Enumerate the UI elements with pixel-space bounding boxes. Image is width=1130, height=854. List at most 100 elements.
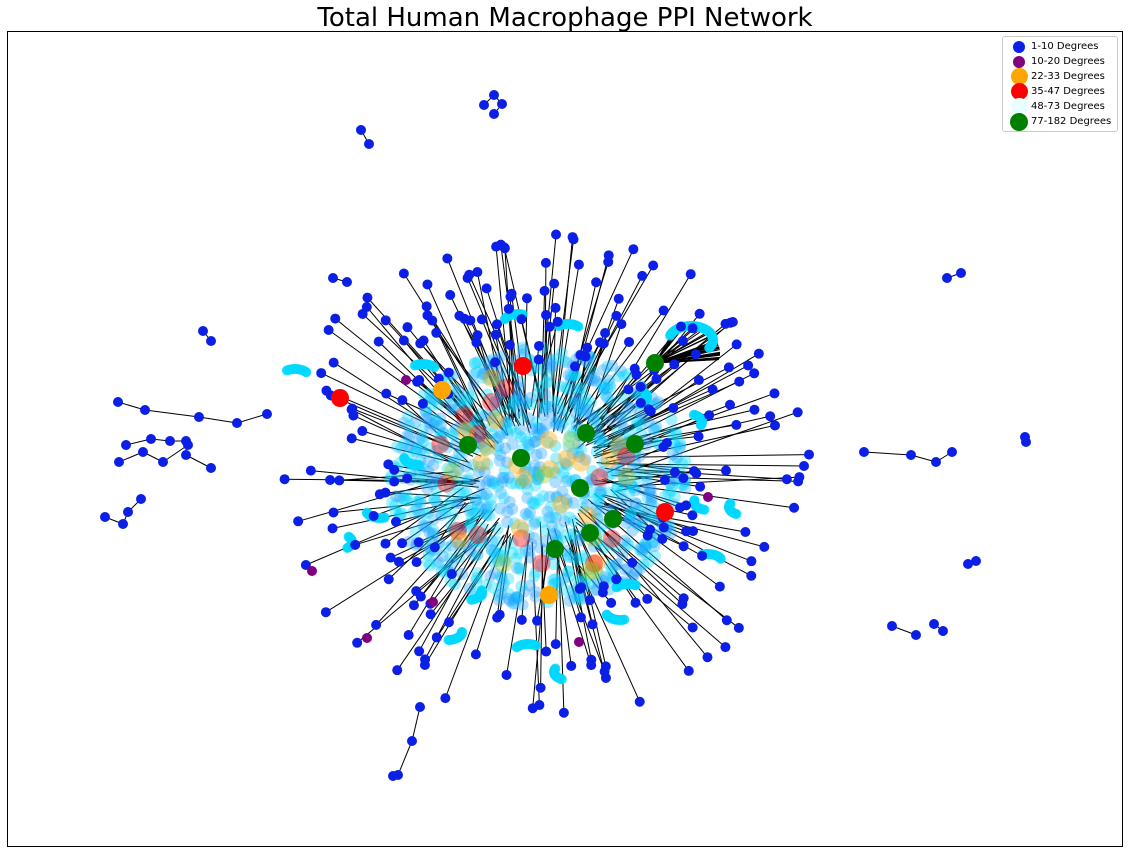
core-node [491,444,504,457]
core-node [650,397,663,410]
core-node [573,402,586,415]
spoke-edge [284,478,480,482]
core-node [510,591,523,604]
peripheral-node [431,632,442,643]
core-node [531,469,544,482]
core-node [502,572,515,585]
peripheral-node [316,368,327,379]
core-node [470,506,483,519]
arc-node [725,498,736,509]
core-node [498,492,511,505]
core-node [476,368,489,381]
peripheral-node [440,693,451,704]
peripheral-node [749,404,760,415]
core-node [450,438,463,451]
core-node [604,381,617,394]
core-node [650,420,663,433]
core-node [567,515,580,528]
core-node [515,580,528,593]
core-node [402,439,415,452]
core-node [614,410,627,423]
core-node [568,369,581,382]
island-node [114,457,124,467]
core-node [552,523,565,536]
core-node [639,537,652,550]
peripheral-node [539,285,550,296]
peripheral-node [389,476,400,487]
peripheral-node [381,388,392,399]
core-node [554,380,567,393]
core-node [427,459,440,472]
peripheral-node [704,410,715,421]
core-node [501,516,514,529]
spoke-edge [434,502,466,548]
core-node [591,566,604,579]
core-node [399,493,412,506]
spoke-edge [508,344,511,421]
core-node [483,364,496,377]
core-node [611,558,624,571]
mid-degree-node [557,449,576,468]
core-node [484,570,497,583]
spoke-edge [320,372,464,442]
arc-node [715,553,726,564]
mid-degree-node [431,435,450,454]
core-node [591,507,604,520]
peripheral-node [630,597,641,608]
core-node [516,474,529,487]
spoke-edge [416,515,475,563]
peripheral-node [683,665,694,676]
core-node [575,443,588,456]
core-node [587,540,600,553]
core-node [545,361,558,374]
core-node [532,380,545,393]
spoke-edge [601,463,805,467]
core-node [475,488,488,501]
hub-node [581,524,599,542]
core-node [454,395,467,408]
peripheral-node [594,337,605,348]
peripheral-node [429,542,440,553]
peripheral-node [688,526,699,537]
core-node [572,534,585,547]
peripheral-node [481,283,492,294]
core-node [560,356,573,369]
spoke-edge [594,479,795,509]
core-node [551,416,564,429]
core-node [432,398,445,411]
core-node [627,568,640,581]
core-node [424,442,437,455]
core-node [630,564,643,577]
peripheral-node [408,600,419,611]
core-node [464,502,477,515]
spoke-edge [553,237,574,432]
peripheral-node [464,269,475,280]
peripheral-node [600,327,611,338]
core-node [428,493,441,506]
hub-edge [654,331,708,364]
core-node [437,427,450,440]
core-node [443,482,456,495]
island-node [364,139,374,149]
spoke-edge [615,479,665,493]
legend-label: 35-47 Degrees [1031,86,1105,97]
core-node [567,425,580,438]
mid-degree-node [510,519,529,538]
core-node [453,539,466,552]
core-node [644,483,657,496]
peripheral-node [569,361,580,372]
peripheral-node [616,319,627,330]
core-node [467,528,480,541]
peripheral-node [789,502,800,513]
core-node [413,433,426,446]
core-node [563,430,576,443]
core-node [500,416,513,429]
core-node [397,492,410,505]
core-node [410,444,423,457]
spoke-edge [571,518,607,667]
core-node [573,590,586,603]
core-node [449,423,462,436]
legend-label: 10-20 Degrees [1031,56,1105,67]
core-node [501,505,514,518]
mid-degree-node [486,411,505,430]
